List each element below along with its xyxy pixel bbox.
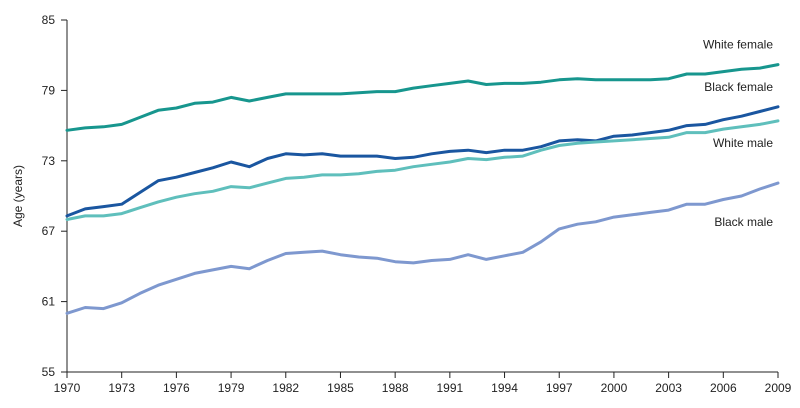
x-tick-label: 2006 (710, 381, 737, 395)
x-tick-label: 1976 (163, 381, 190, 395)
x-tick-label: 2000 (601, 381, 628, 395)
y-axis-title: Age (years) (11, 165, 25, 227)
x-tick-label: 1991 (436, 381, 463, 395)
x-tick-label: 1979 (218, 381, 245, 395)
y-tick-label: 67 (42, 224, 56, 238)
black-male-label: Black male (714, 215, 773, 229)
x-tick-label: 1973 (108, 381, 135, 395)
y-tick-label: 61 (42, 295, 56, 309)
y-tick-label: 79 (42, 83, 56, 97)
x-tick-label: 1994 (491, 381, 518, 395)
black-female-line (65, 105, 780, 218)
y-tick-label: 85 (42, 13, 56, 27)
x-tick-label: 2003 (655, 381, 682, 395)
white-male-line (65, 119, 780, 221)
white-male-label: White male (713, 136, 773, 150)
x-tick-label: 1997 (546, 381, 573, 395)
y-tick-label: 55 (42, 365, 56, 379)
y-tick-label: 73 (42, 154, 56, 168)
white-female-label: White female (703, 38, 773, 52)
x-tick-label: 2009 (765, 381, 792, 395)
x-tick-label: 1970 (54, 381, 81, 395)
white-female-line (65, 63, 780, 132)
x-tick-label: 1982 (272, 381, 299, 395)
x-tick-label: 1988 (382, 381, 409, 395)
black-female-label: Black female (704, 80, 773, 94)
black-male-line (65, 181, 780, 315)
x-tick-label: 1985 (327, 381, 354, 395)
